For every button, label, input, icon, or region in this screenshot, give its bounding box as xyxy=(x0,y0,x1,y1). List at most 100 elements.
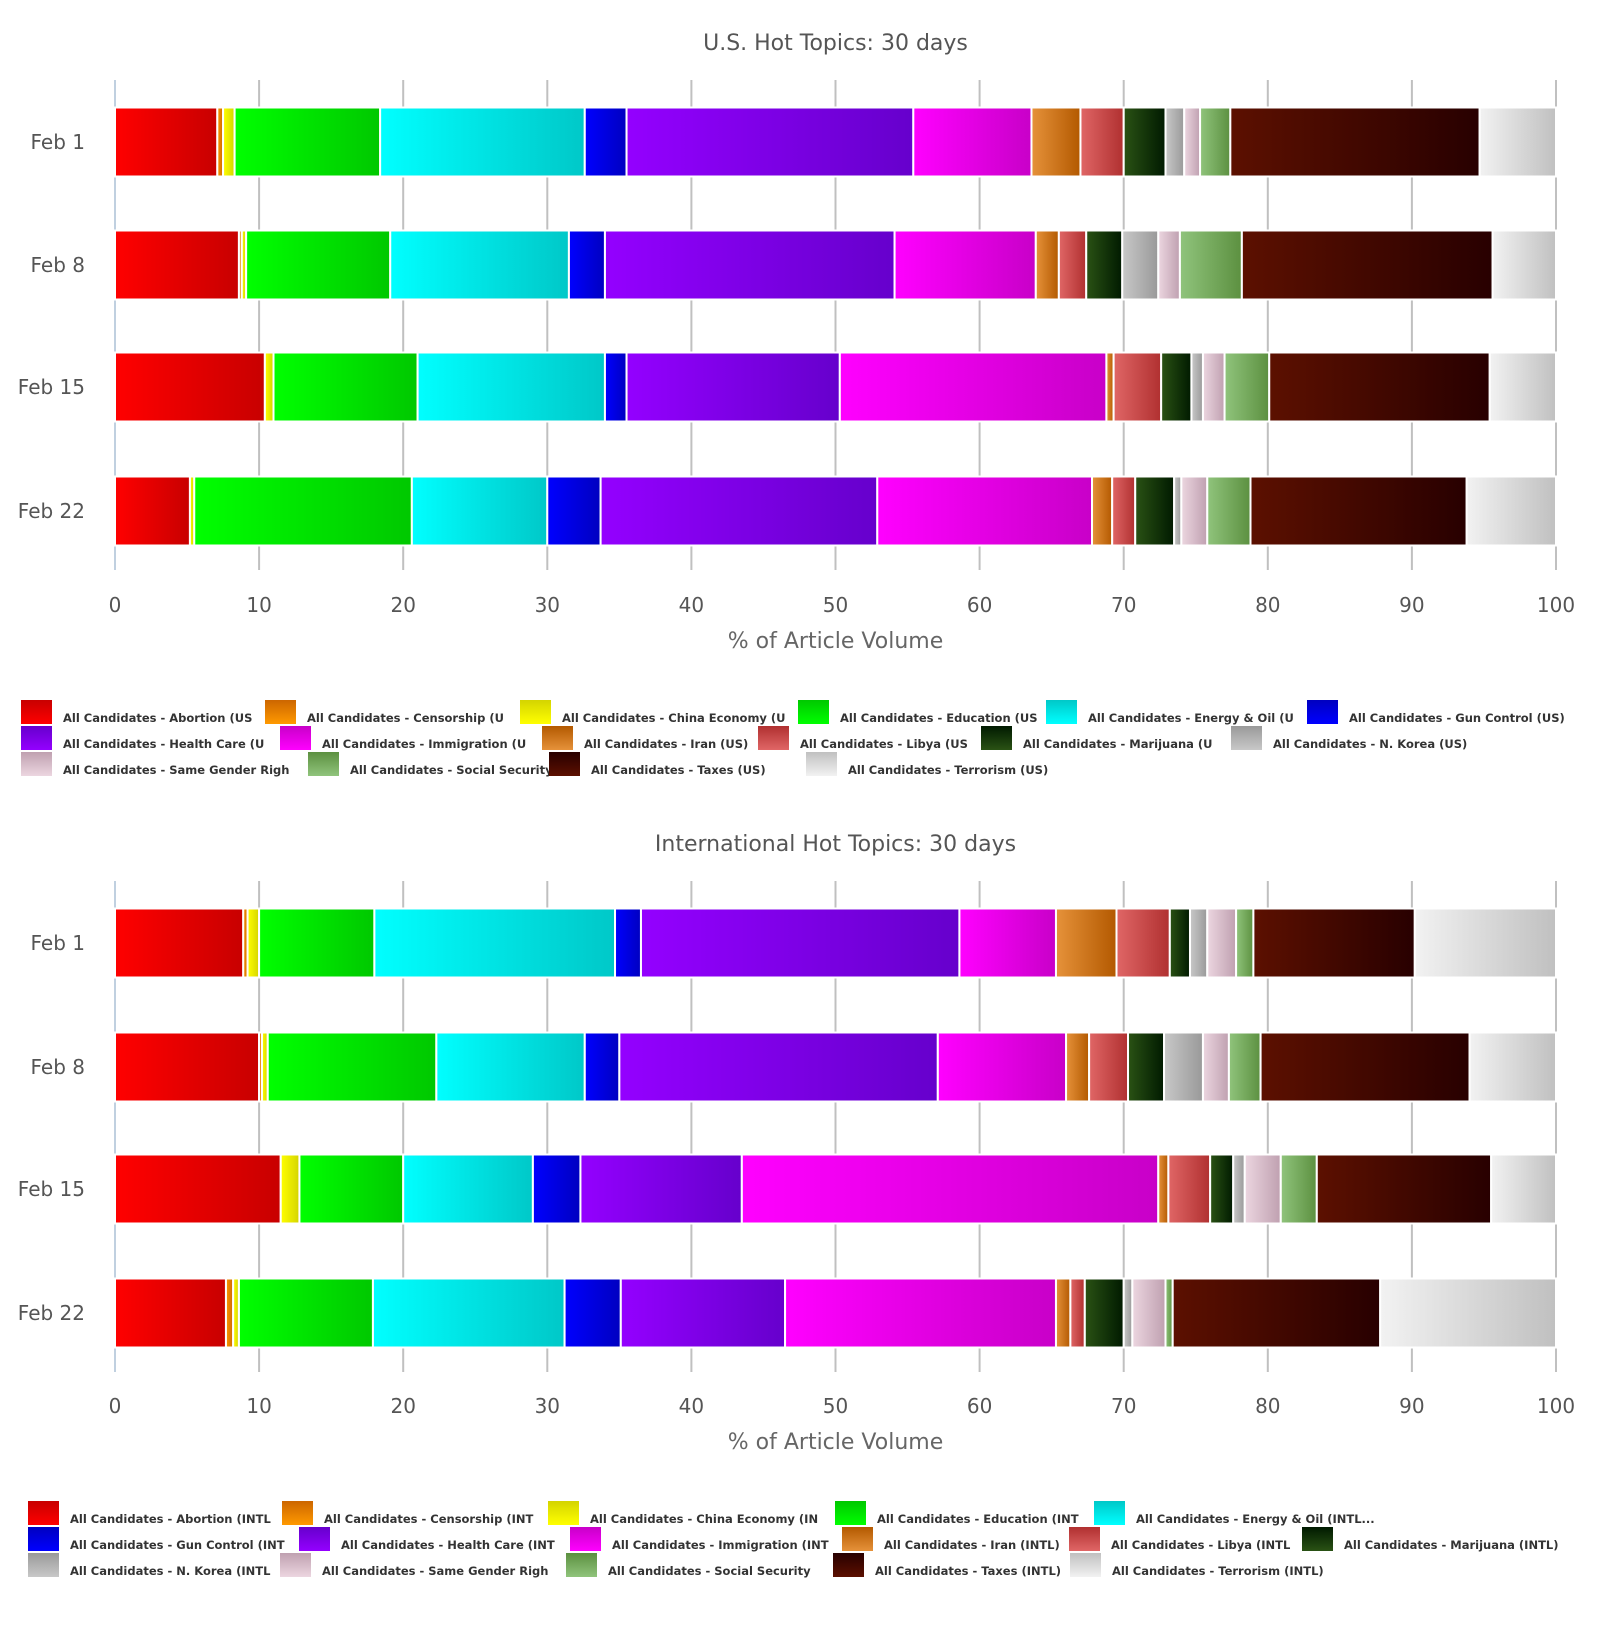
bar-segment-taxes[interactable] xyxy=(1171,1277,1382,1349)
bar-segment-immigration[interactable] xyxy=(936,1031,1068,1103)
bar-segment-n-korea[interactable] xyxy=(1122,1277,1134,1349)
bar-segment-immigration[interactable] xyxy=(838,351,1108,423)
bar-segment-libya[interactable] xyxy=(1079,106,1125,178)
bar-segment-immigration[interactable] xyxy=(876,475,1093,547)
bar-segment-gun-control[interactable] xyxy=(567,229,606,301)
bar-segment-gun-control[interactable] xyxy=(531,1153,582,1225)
bar-segment-same-gender-rights[interactable] xyxy=(1206,907,1238,979)
bar-segment-energy-oil[interactable] xyxy=(410,475,549,547)
bar-segment-energy-oil[interactable] xyxy=(402,1153,534,1225)
bar-segment-abortion[interactable] xyxy=(114,475,191,547)
bar-segment-gun-control[interactable] xyxy=(583,106,628,178)
bar-segment-china-economy[interactable] xyxy=(222,106,236,178)
bar-segment-terrorism[interactable] xyxy=(1478,106,1557,178)
bar-segment-marijuana[interactable] xyxy=(1134,475,1176,547)
bar-segment-marijuana[interactable] xyxy=(1160,351,1193,423)
bar-segment-n-korea[interactable] xyxy=(1232,1153,1246,1225)
bar-segment-health-care[interactable] xyxy=(639,907,961,979)
bar-segment-iran[interactable] xyxy=(1054,1277,1072,1349)
bar-segment-abortion[interactable] xyxy=(114,351,266,423)
bar-segment-marijuana[interactable] xyxy=(1209,1153,1235,1225)
bar-segment-terrorism[interactable] xyxy=(1491,229,1557,301)
bar-segment-gun-control[interactable] xyxy=(546,475,602,547)
bar-segment-terrorism[interactable] xyxy=(1379,1277,1557,1349)
bar-segment-same-gender-rights[interactable] xyxy=(1201,351,1226,423)
bar-segment-n-korea[interactable] xyxy=(1164,106,1186,178)
bar-segment-censorship[interactable] xyxy=(224,1277,235,1349)
bar-segment-education[interactable] xyxy=(258,907,376,979)
bar-segment-health-care[interactable] xyxy=(603,229,896,301)
bar-segment-taxes[interactable] xyxy=(1240,229,1494,301)
bar-segment-china-economy[interactable] xyxy=(246,907,261,979)
bar-segment-terrorism[interactable] xyxy=(1488,351,1557,423)
bar-segment-n-korea[interactable] xyxy=(1188,907,1209,979)
bar-segment-gun-control[interactable] xyxy=(583,1031,621,1103)
bar-segment-energy-oil[interactable] xyxy=(371,1277,566,1349)
bar-segment-marijuana[interactable] xyxy=(1127,1031,1166,1103)
bar-segment-immigration[interactable] xyxy=(958,907,1057,979)
bar-segment-education[interactable] xyxy=(233,106,382,178)
bar-segment-terrorism[interactable] xyxy=(1468,1031,1558,1103)
bar-segment-social-security[interactable] xyxy=(1206,475,1252,547)
bar-segment-gun-control[interactable] xyxy=(614,907,642,979)
bar-segment-terrorism[interactable] xyxy=(1465,475,1557,547)
bar-segment-abortion[interactable] xyxy=(114,907,245,979)
bar-segment-energy-oil[interactable] xyxy=(416,351,606,423)
bar-segment-taxes[interactable] xyxy=(1315,1153,1493,1225)
bar-segment-taxes[interactable] xyxy=(1249,475,1468,547)
bar-segment-libya[interactable] xyxy=(1057,229,1088,301)
bar-segment-libya[interactable] xyxy=(1115,907,1171,979)
bar-segment-education[interactable] xyxy=(298,1153,405,1225)
bar-segment-terrorism[interactable] xyxy=(1490,1153,1558,1225)
bar-segment-china-economy[interactable] xyxy=(279,1153,301,1225)
bar-segment-health-care[interactable] xyxy=(618,1031,939,1103)
bar-segment-abortion[interactable] xyxy=(114,229,240,301)
bar-segment-iran[interactable] xyxy=(1090,475,1114,547)
bar-segment-abortion[interactable] xyxy=(114,1153,282,1225)
bar-segment-abortion[interactable] xyxy=(114,1031,261,1103)
bar-segment-china-economy[interactable] xyxy=(263,351,275,423)
bar-segment-iran[interactable] xyxy=(1034,229,1060,301)
bar-segment-marijuana[interactable] xyxy=(1085,229,1124,301)
bar-segment-immigration[interactable] xyxy=(740,1153,1160,1225)
bar-segment-health-care[interactable] xyxy=(579,1153,743,1225)
bar-segment-same-gender-rights[interactable] xyxy=(1131,1277,1167,1349)
bar-segment-abortion[interactable] xyxy=(114,1277,227,1349)
bar-segment-marijuana[interactable] xyxy=(1168,907,1191,979)
bar-segment-education[interactable] xyxy=(266,1031,438,1103)
bar-segment-education[interactable] xyxy=(272,351,419,423)
bar-segment-health-care[interactable] xyxy=(599,475,879,547)
bar-segment-libya[interactable] xyxy=(1167,1153,1212,1225)
bar-segment-abortion[interactable] xyxy=(114,106,219,178)
bar-segment-social-security[interactable] xyxy=(1199,106,1232,178)
bar-segment-n-korea[interactable] xyxy=(1190,351,1204,423)
bar-segment-energy-oil[interactable] xyxy=(379,106,586,178)
bar-segment-energy-oil[interactable] xyxy=(373,907,617,979)
bar-segment-health-care[interactable] xyxy=(625,106,915,178)
bar-segment-education[interactable] xyxy=(245,229,392,301)
bar-segment-iran[interactable] xyxy=(1105,351,1115,423)
bar-segment-libya[interactable] xyxy=(1069,1277,1086,1349)
bar-segment-n-korea[interactable] xyxy=(1121,229,1160,301)
bar-segment-iran[interactable] xyxy=(1054,907,1118,979)
bar-segment-energy-oil[interactable] xyxy=(389,229,570,301)
bar-segment-libya[interactable] xyxy=(1112,351,1163,423)
bar-segment-libya[interactable] xyxy=(1088,1031,1130,1103)
bar-segment-gun-control[interactable] xyxy=(603,351,628,423)
bar-segment-social-security[interactable] xyxy=(1178,229,1243,301)
bar-segment-social-security[interactable] xyxy=(1164,1277,1174,1349)
bar-segment-social-security[interactable] xyxy=(1227,1031,1262,1103)
bar-segment-n-korea[interactable] xyxy=(1163,1031,1204,1103)
bar-segment-gun-control[interactable] xyxy=(563,1277,622,1349)
bar-segment-iran[interactable] xyxy=(1065,1031,1091,1103)
bar-segment-education[interactable] xyxy=(193,475,413,547)
bar-segment-marijuana[interactable] xyxy=(1083,1277,1125,1349)
bar-segment-social-security[interactable] xyxy=(1235,907,1255,979)
bar-segment-taxes[interactable] xyxy=(1229,106,1481,178)
bar-segment-taxes[interactable] xyxy=(1268,351,1491,423)
bar-segment-same-gender-rights[interactable] xyxy=(1183,106,1202,178)
bar-segment-libya[interactable] xyxy=(1111,475,1137,547)
bar-segment-same-gender-rights[interactable] xyxy=(1180,475,1209,547)
bar-segment-health-care[interactable] xyxy=(625,351,841,423)
bar-segment-immigration[interactable] xyxy=(912,106,1033,178)
